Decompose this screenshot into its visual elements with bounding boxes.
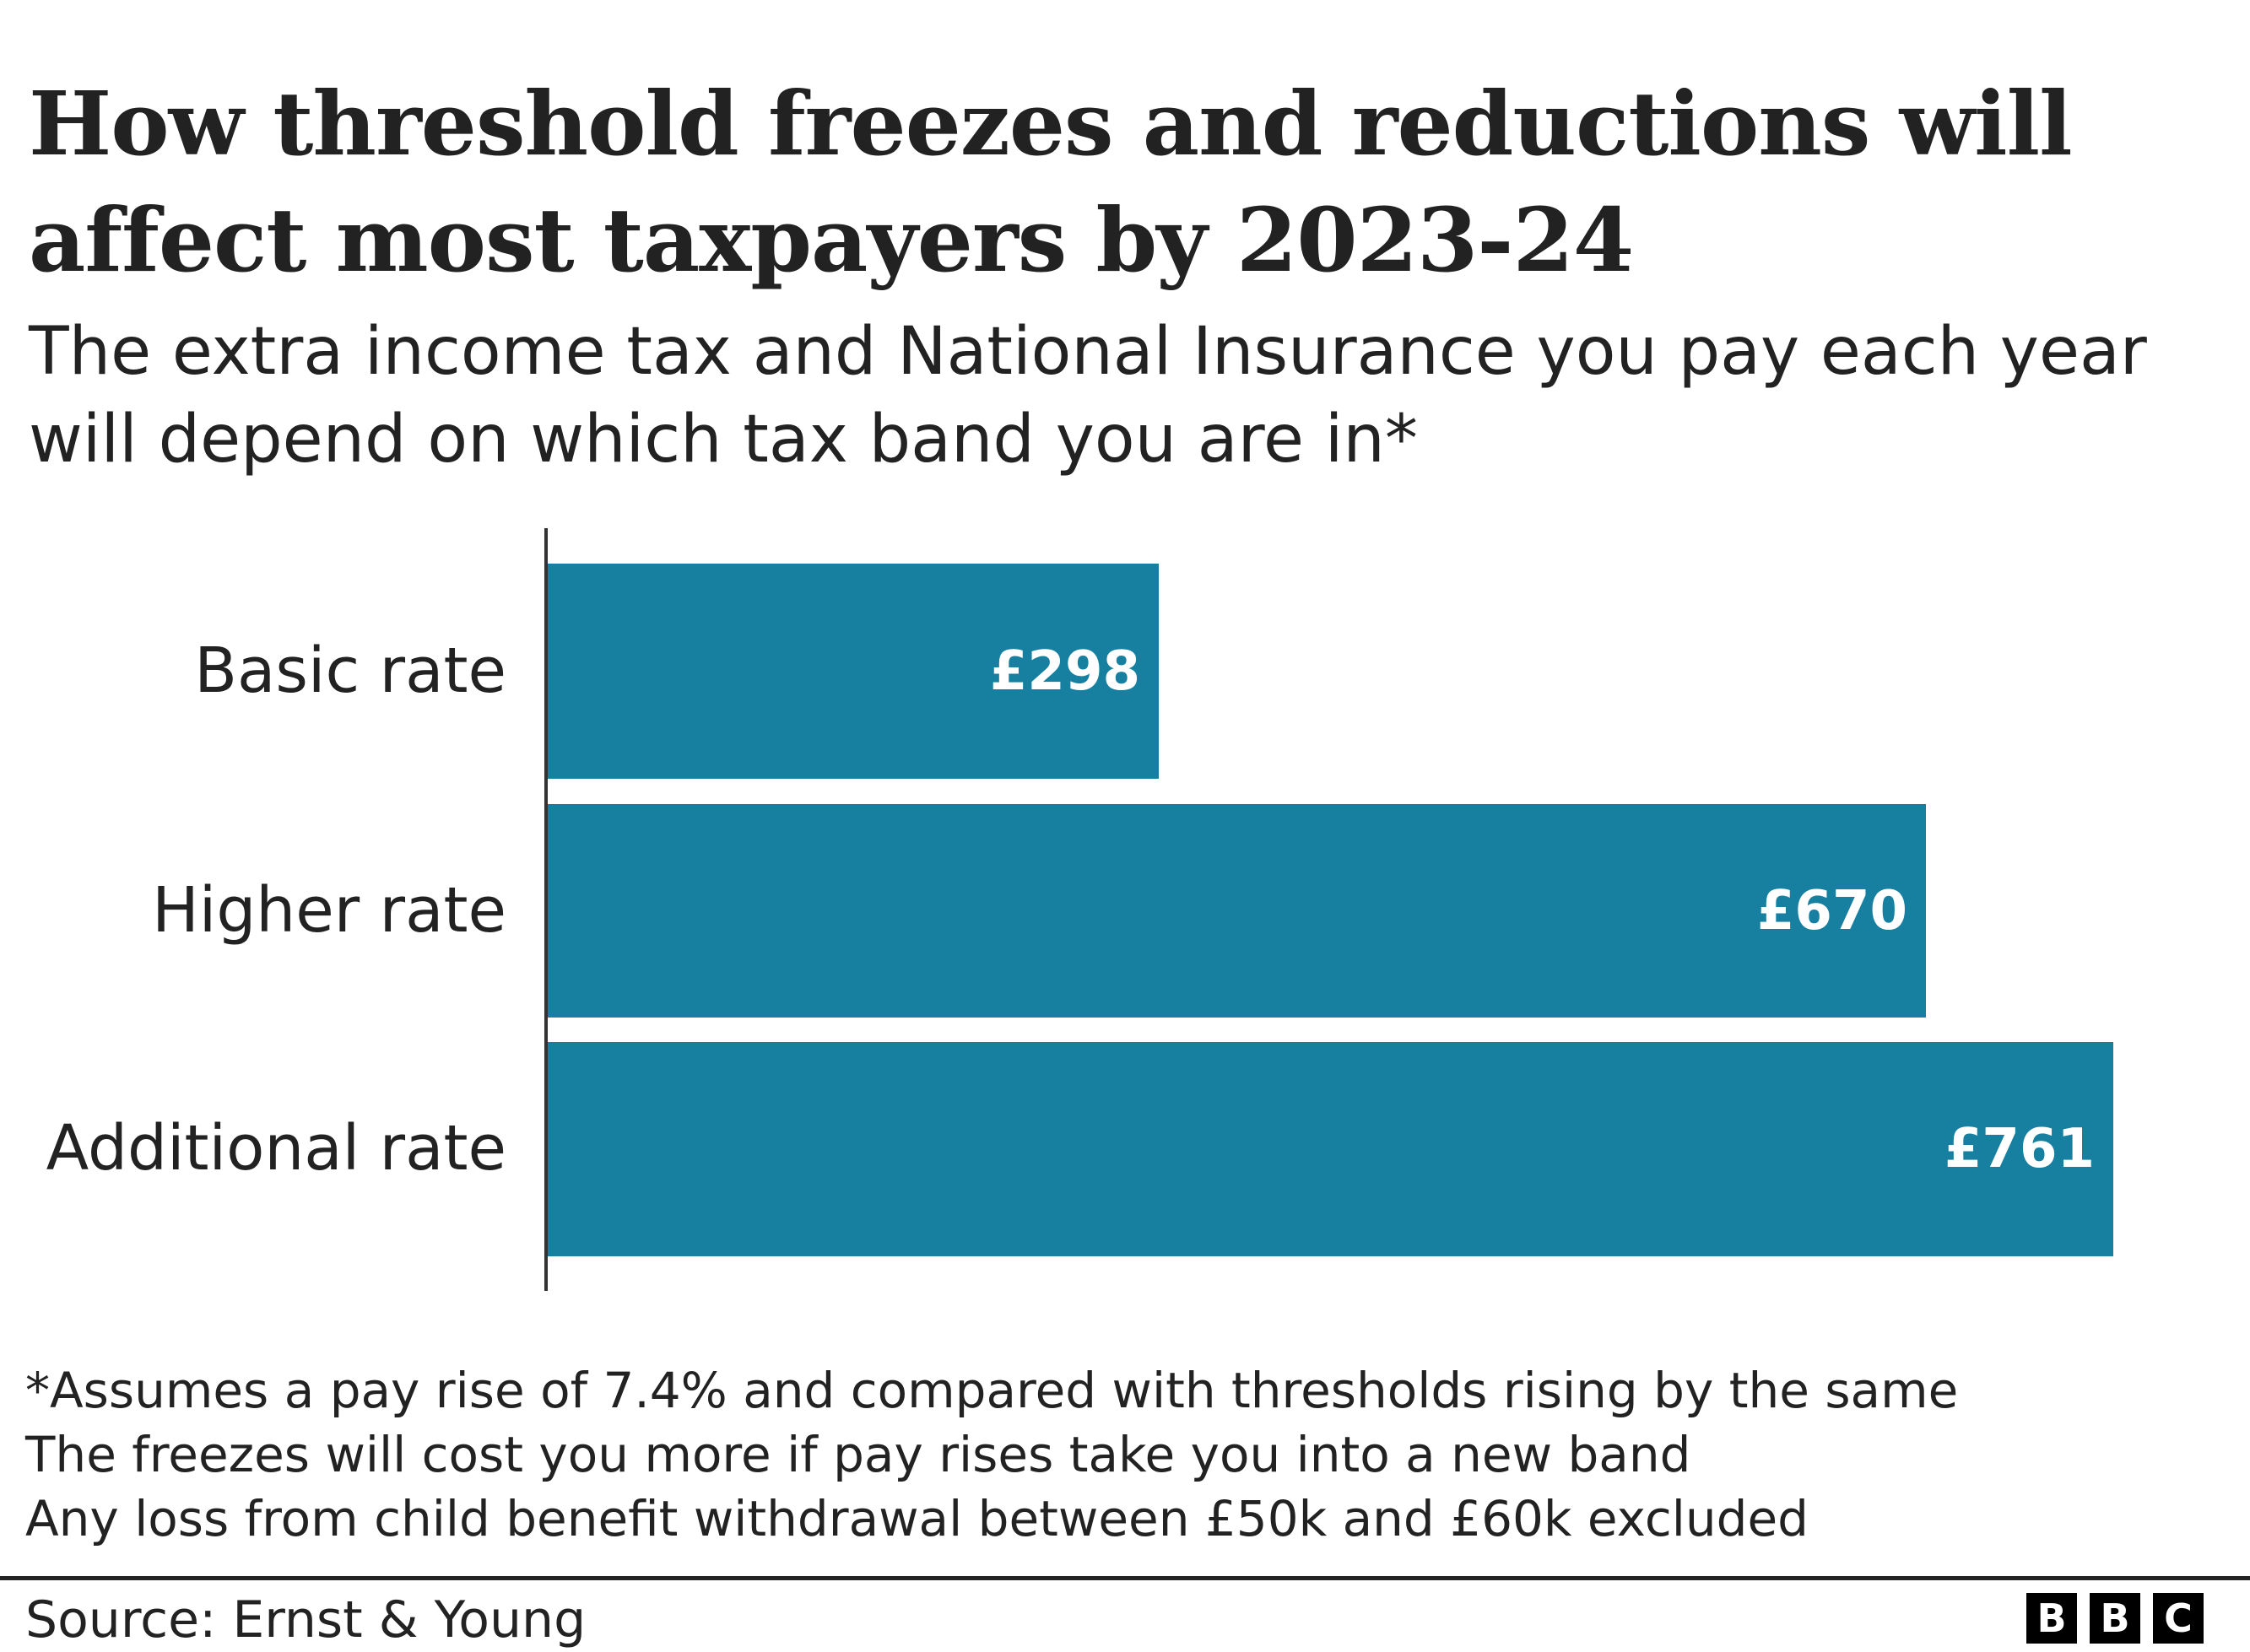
footnote-child-benefit: Any loss from child benefit withdrawal b…: [25, 1490, 1809, 1547]
source-text: Source: Ernst & Young: [25, 1590, 587, 1649]
chart-title: How threshold freezes and reductions wil…: [29, 72, 2073, 292]
bbc-logo-block-3: C: [2153, 1593, 2204, 1644]
bar-value-higher-rate: £670: [1756, 879, 1907, 942]
bar-additional-rate: £761: [548, 1042, 2113, 1256]
footnotes: *Assumes a pay rise of 7.4% and compared…: [25, 1358, 1958, 1551]
bar-value-basic-rate: £298: [989, 640, 1140, 703]
bar-value-additional-rate: £761: [1944, 1118, 2095, 1180]
footer-divider: [0, 1576, 2250, 1580]
y-axis-line: [544, 528, 548, 1291]
chart-subtitle: The extra income tax and National Insura…: [29, 314, 2147, 478]
footnote-new-band: The freezes will cost you more if pay ri…: [25, 1426, 1691, 1483]
bar-higher-rate: £670: [548, 804, 1926, 1018]
bar-basic-rate: £298: [548, 564, 1159, 779]
footnote-pay-rise: *Assumes a pay rise of 7.4% and compared…: [25, 1362, 1959, 1419]
bbc-logo-block-2: B: [2090, 1593, 2140, 1644]
category-label-higher-rate: Higher rate: [152, 874, 506, 947]
category-label-additional-rate: Additional rate: [46, 1112, 506, 1185]
bbc-logo-block-1: B: [2026, 1593, 2077, 1644]
category-label-basic-rate: Basic rate: [194, 634, 506, 707]
bbc-logo: B B C: [2026, 1593, 2204, 1644]
